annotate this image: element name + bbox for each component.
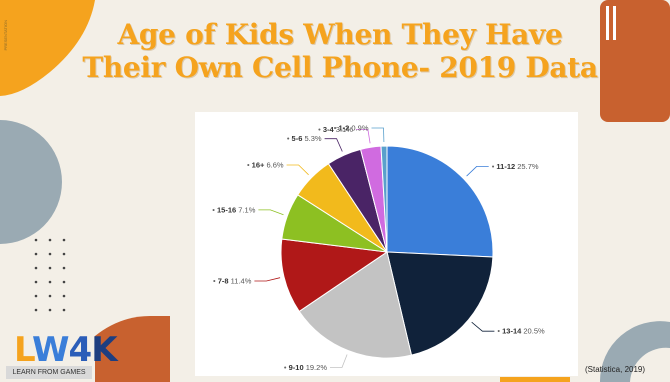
pie-slice-1-2 bbox=[380, 145, 388, 253]
pie-slice-7-8 bbox=[280, 238, 389, 313]
slice-label-1-2: • 1-2 0.9% bbox=[334, 124, 369, 133]
orange-bottom-bar bbox=[500, 377, 570, 382]
pie-chart: • 11-12 25.7% • 13-14 20.5% • 9-10 19.2% • … bbox=[212, 124, 545, 373]
orange-corner-shape bbox=[0, 0, 95, 96]
pie-slice-13-14 bbox=[386, 251, 494, 356]
logo-letters-w: W bbox=[32, 330, 70, 370]
slice-label-5-6: • 5-6 5.3% bbox=[287, 134, 322, 143]
leader-line-16+ bbox=[286, 164, 309, 176]
logo-letters-l: L bbox=[14, 330, 33, 370]
leader-line-13-14 bbox=[471, 321, 495, 332]
pie-slice-11-12 bbox=[386, 145, 494, 258]
leader-line-7-8 bbox=[254, 277, 281, 282]
title-line-1: Age of Kids When They Have bbox=[117, 18, 563, 51]
leader-line-1-2 bbox=[371, 127, 385, 143]
slice-label-16+: • 16+ 6.6% bbox=[247, 161, 284, 170]
leader-line-11-12 bbox=[466, 166, 489, 177]
slice-label-9-10: • 9-10 19.2% bbox=[284, 363, 327, 372]
logo-tagline: LEARN FROM GAMES bbox=[6, 366, 92, 379]
chart-panel: • 11-12 25.7% • 13-14 20.5% • 9-10 19.2% • … bbox=[195, 112, 578, 376]
white-stripe bbox=[613, 6, 616, 40]
logo-letters-k: K bbox=[91, 330, 117, 370]
leader-line-15-16 bbox=[258, 209, 284, 216]
rust-bottom-shape bbox=[95, 316, 170, 382]
vertical-label: PRESENTATION bbox=[3, 20, 8, 51]
lw4k-logo: LW4K bbox=[14, 330, 118, 370]
title-line-2: Their Own Cell Phone- 2019 Data bbox=[82, 51, 598, 84]
pie-slice-9-10 bbox=[298, 251, 413, 359]
leader-line-3-4 bbox=[355, 129, 371, 144]
white-stripe bbox=[606, 6, 609, 40]
grey-half-circle bbox=[0, 120, 62, 244]
slice-label-15-16: • 15-16 7.1% bbox=[212, 205, 255, 214]
rust-corner-block bbox=[600, 0, 670, 122]
leader-line-9-10 bbox=[330, 354, 348, 368]
slice-label-13-14: • 13-14 20.5% bbox=[497, 327, 545, 336]
slice-label-7-8: • 7-8 11.4% bbox=[213, 277, 252, 286]
slice-label-3-4: • 3-4 3.1% bbox=[318, 125, 353, 134]
dot-grid bbox=[34, 238, 66, 312]
logo-letters-4: 4 bbox=[68, 330, 93, 370]
slice-label-11-12: • 11-12 25.7% bbox=[492, 162, 539, 171]
leader-line-5-6 bbox=[324, 138, 343, 152]
source-credit: (Statistica, 2019) bbox=[585, 365, 646, 374]
grey-ring bbox=[599, 321, 670, 382]
slide-title: Age of Kids When They Have Their Own Cel… bbox=[60, 18, 620, 84]
